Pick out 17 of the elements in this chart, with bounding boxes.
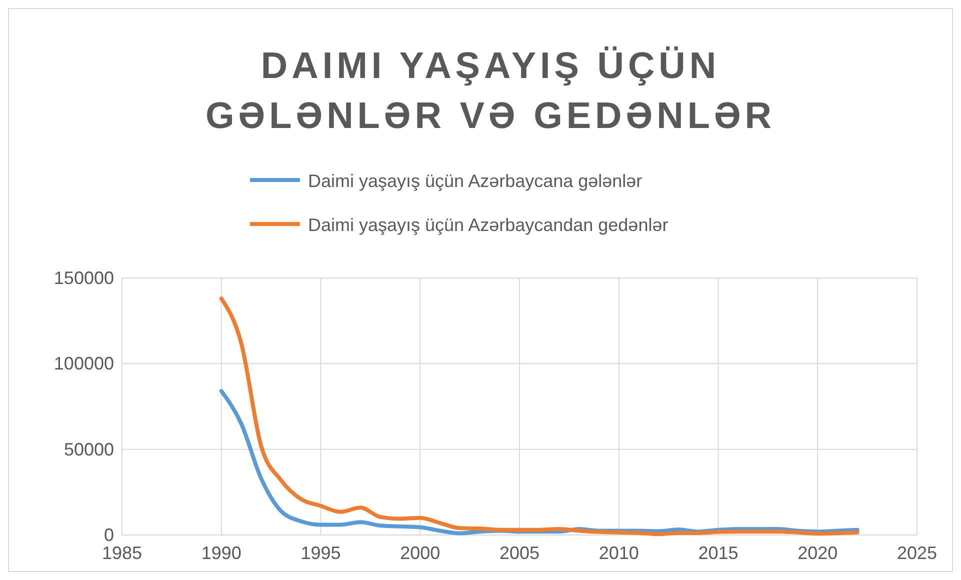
line-series xyxy=(219,296,860,536)
legend-label: Daimi yaşayış üçün Azərbaycandan gedənlər xyxy=(308,215,668,235)
x-tick-label: 2025 xyxy=(896,543,938,563)
y-tick-label: 50000 xyxy=(64,439,114,460)
x-tick-label: 1985 xyxy=(102,543,142,563)
x-tick-label: 2000 xyxy=(400,543,440,563)
y-tick-label: 150000 xyxy=(54,268,114,288)
x-tick-label: 2020 xyxy=(798,543,838,563)
x-tick-label: 2005 xyxy=(499,543,540,563)
x-tick-label: 2010 xyxy=(598,543,639,563)
chart-title: DAIMI YAŞAYIŞ ÜÇÜN GƏLƏNLƏR VƏ GEDƏNLƏR xyxy=(205,45,776,136)
legend-label: Daimi yaşayış üçün Azərbaycana gələnlər xyxy=(308,171,642,191)
y-tick-label: 0 xyxy=(104,525,114,545)
y-tick-label: 100000 xyxy=(54,354,114,374)
x-tick-label: 1995 xyxy=(300,543,341,563)
x-tick-label: 2015 xyxy=(698,543,738,563)
x-tick-label: 1990 xyxy=(201,543,242,563)
